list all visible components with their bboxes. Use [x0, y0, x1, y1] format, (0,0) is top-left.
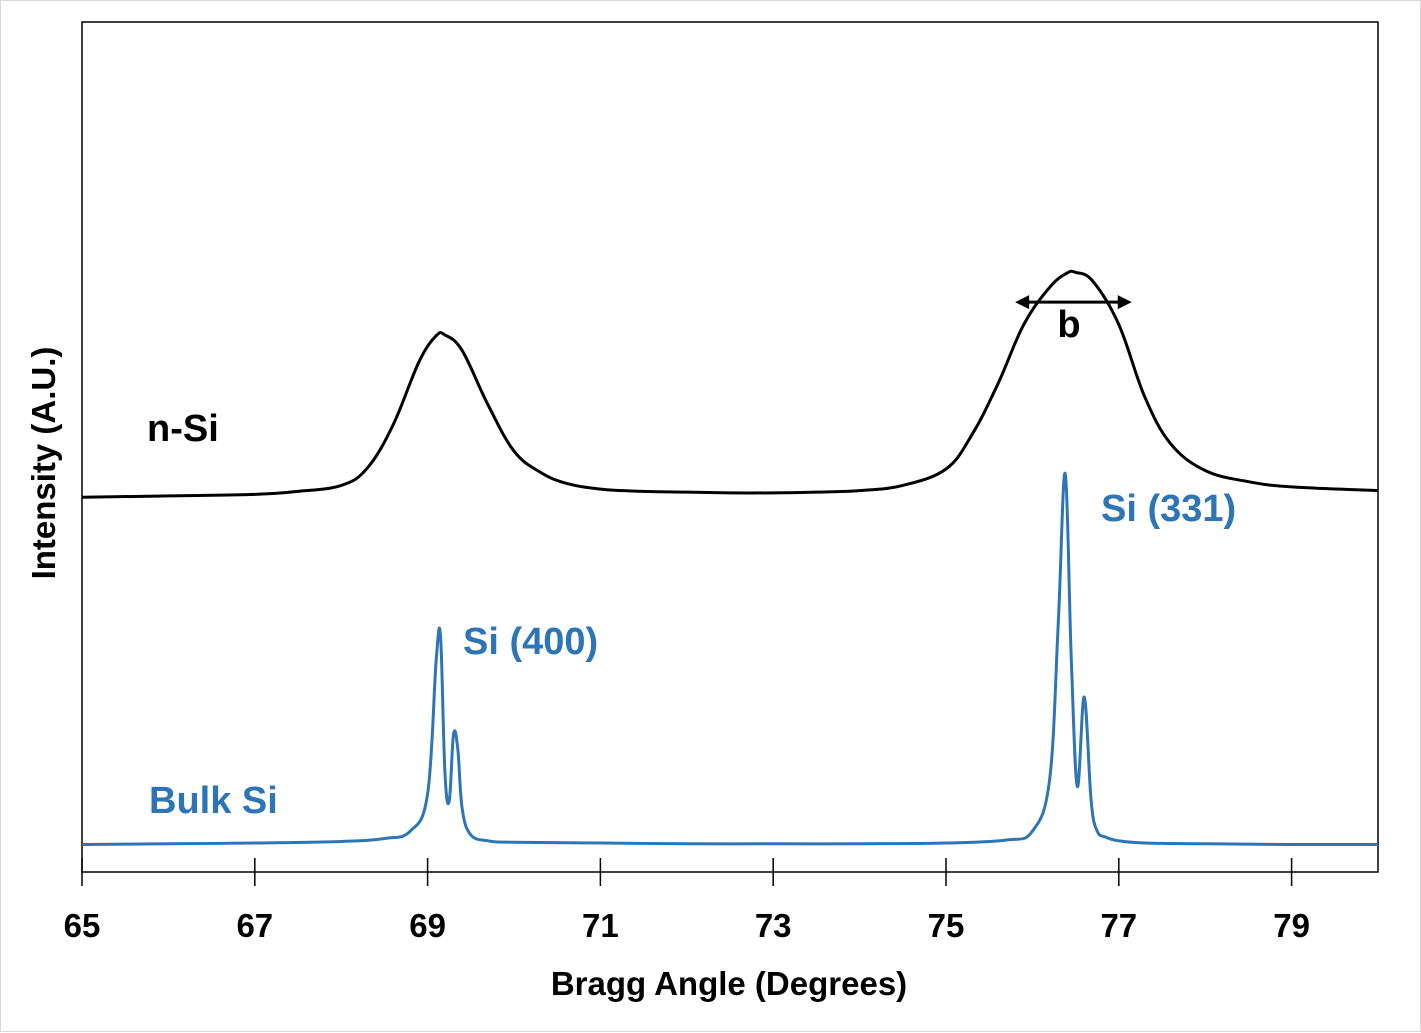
x-tick-label: 79	[1273, 907, 1310, 944]
fwhm-arrowhead-left	[1015, 295, 1030, 310]
x-axis: 65 67 69 71 73 75 77 79	[64, 858, 1310, 944]
x-tick-label: 69	[409, 907, 446, 944]
si-331-peak-label: Si (331)	[1101, 488, 1236, 530]
series-line-bulk-si	[81, 471, 1379, 847]
series-line-n-si	[81, 269, 1379, 499]
series-layer	[81, 269, 1379, 847]
fwhm-annotation	[1015, 295, 1132, 310]
x-tick-label: 65	[64, 907, 101, 944]
n-si-label: n-Si	[147, 408, 219, 450]
x-axis-title: Bragg Angle (Degrees)	[551, 965, 907, 1002]
si-400-peak-label: Si (400)	[463, 621, 598, 663]
x-tick-label: 67	[236, 907, 273, 944]
fwhm-b-label: b	[1057, 304, 1080, 346]
x-tick-label: 73	[755, 907, 792, 944]
x-tick-label: 71	[582, 907, 619, 944]
plot-area-frame	[81, 21, 1379, 873]
bulk-si-label: Bulk Si	[149, 780, 278, 822]
fwhm-arrowhead-right	[1117, 295, 1132, 310]
y-axis-title: Intensity (A.U.)	[25, 347, 62, 580]
x-tick-label: 75	[928, 907, 965, 944]
x-tick-label: 77	[1100, 907, 1137, 944]
